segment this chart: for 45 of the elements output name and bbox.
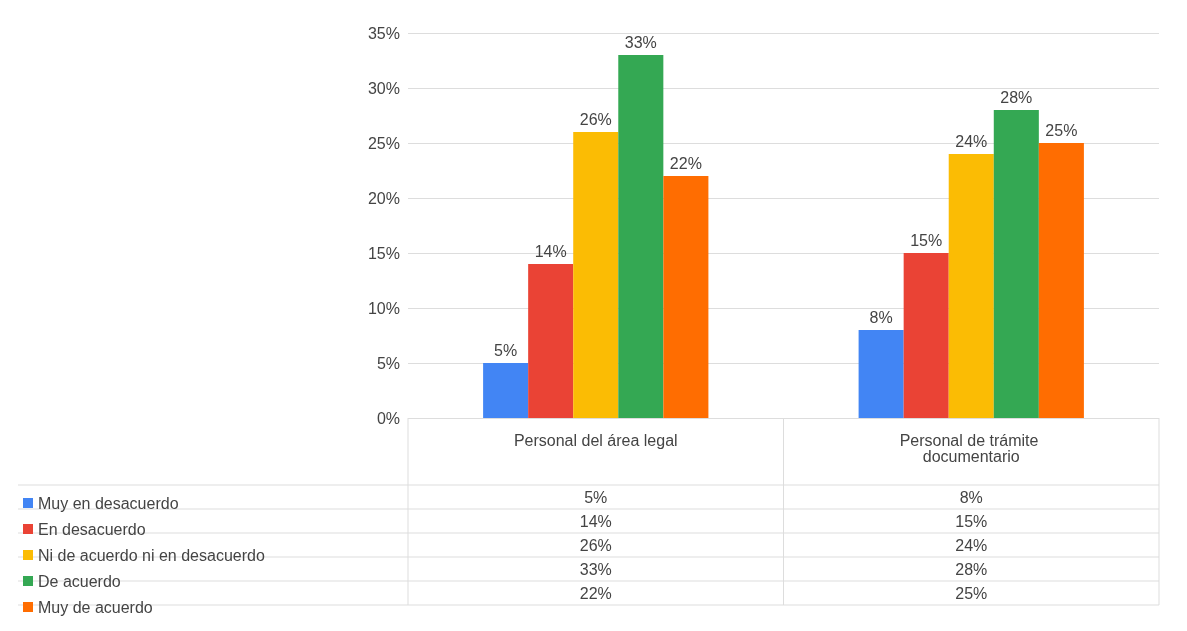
- legend-label: Ni de acuerdo ni en desacuerdo: [38, 546, 265, 564]
- data-label: 14%: [579, 512, 612, 530]
- text: 24%: [955, 132, 988, 150]
- y-tick-label: 5%: [376, 354, 400, 372]
- data-label: 28%: [955, 560, 988, 578]
- data-label: 24%: [955, 536, 988, 554]
- bar: [993, 110, 1039, 418]
- data-label: 25%: [955, 584, 988, 602]
- text: 5%: [494, 341, 518, 359]
- text: 22%: [669, 154, 702, 172]
- text: 33%: [624, 33, 657, 51]
- bar: [663, 176, 709, 418]
- text: 8%: [869, 308, 893, 326]
- bar: [858, 330, 904, 418]
- text: 26%: [579, 110, 612, 128]
- data-label: 15%: [955, 512, 988, 530]
- text: 25%: [1045, 121, 1078, 139]
- bar: [1038, 143, 1084, 418]
- data-label: 26%: [579, 536, 612, 554]
- y-tick-label: 25%: [367, 134, 400, 152]
- y-tick-label: 20%: [367, 189, 400, 207]
- y-tick-label: 0%: [376, 409, 400, 427]
- bar: [618, 55, 664, 418]
- data-label: 22%: [579, 584, 612, 602]
- bar: [483, 363, 529, 418]
- legend-label: Muy en desacuerdo: [38, 494, 179, 512]
- text: 15%: [910, 231, 943, 249]
- data-label: 33%: [579, 560, 612, 578]
- bar: [573, 132, 619, 418]
- legend-label: De acuerdo: [38, 572, 121, 590]
- legend-label: En desacuerdo: [38, 520, 146, 538]
- bar: [528, 264, 574, 418]
- y-tick-label: 30%: [367, 79, 400, 97]
- text: 28%: [1000, 88, 1033, 106]
- x-tick-label: Personal de trámite documentario: [899, 431, 1043, 465]
- y-tick-label: 10%: [367, 299, 400, 317]
- text: 14%: [534, 242, 567, 260]
- data-label: 5%: [584, 488, 608, 506]
- y-tick-label: 35%: [367, 24, 400, 42]
- y-tick-label: 15%: [367, 244, 400, 262]
- x-tick-label: Personal del área legal: [513, 431, 678, 449]
- bar: [903, 253, 949, 418]
- legend-label: Muy de acuerdo: [38, 598, 153, 616]
- bar: [948, 154, 994, 418]
- data-label: 8%: [959, 488, 983, 506]
